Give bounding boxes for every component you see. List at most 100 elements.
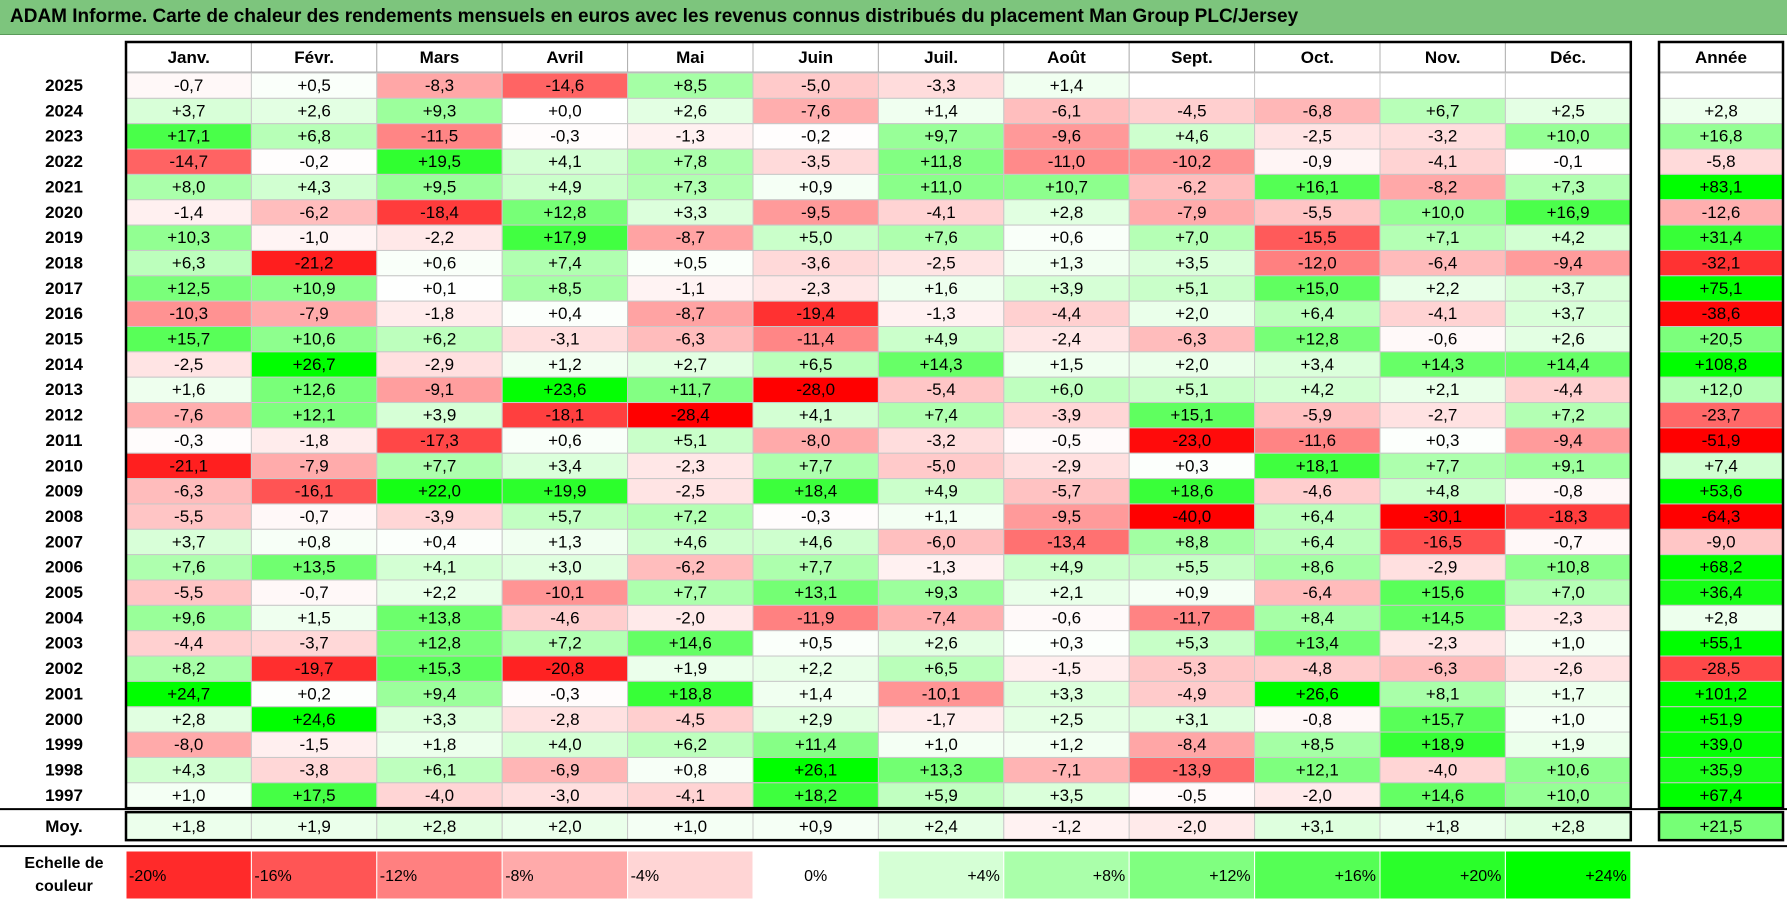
- year-row-label: 2008: [45, 507, 83, 526]
- heatmap-cell-value: +7,0: [1551, 583, 1585, 602]
- heatmap-cell: [877, 72, 1005, 99]
- heatmap-cell-value: +7,1: [1426, 228, 1460, 247]
- heatmap-cell: [1254, 554, 1381, 581]
- heatmap-cell: [250, 630, 378, 657]
- average-cell-value: +2,0: [548, 817, 582, 836]
- year-header-label: Année: [1695, 48, 1747, 67]
- heatmap-cell-value: -9,5: [801, 203, 830, 222]
- heatmap-cell-value: -2,5: [676, 482, 705, 501]
- heatmap-cell-value: +9,6: [172, 608, 206, 627]
- heatmap-cell-value: -7,9: [1177, 203, 1206, 222]
- heatmap-cell: [877, 731, 1005, 758]
- month-header-label: Mai: [676, 48, 704, 67]
- year-total-value: -12,6: [1702, 203, 1741, 222]
- heatmap-cell-value: +0,0: [548, 101, 582, 120]
- heatmap-cell-value: -11,7: [1173, 608, 1211, 627]
- heatmap-cell-value: +12,8: [543, 203, 586, 222]
- heatmap-cell-value: -0,7: [299, 583, 328, 602]
- heatmap-cell-value: -6,3: [676, 330, 705, 349]
- year-total-cell: [1658, 452, 1784, 480]
- heatmap-cell: [1379, 326, 1506, 353]
- heatmap-cell: [1504, 554, 1632, 581]
- heatmap-cell-value: +15,1: [1170, 406, 1213, 425]
- heatmap-cell: [1128, 173, 1256, 201]
- heatmap-cell-value: +19,9: [543, 482, 586, 501]
- year-total-value: -9,0: [1706, 532, 1735, 551]
- year-total-cell: [1658, 72, 1784, 99]
- heatmap-cell-value: +7,6: [172, 558, 206, 577]
- heatmap-cell: [627, 452, 754, 480]
- heatmap-cell-value: -21,1: [169, 456, 208, 475]
- year-row-label: 2023: [45, 127, 83, 146]
- heatmap-cell-value: +0,4: [548, 304, 582, 323]
- heatmap-cell-value: -7,1: [1052, 760, 1081, 779]
- heatmap-cell: [877, 554, 1005, 581]
- average-cell-value: -1,2: [1052, 817, 1081, 836]
- heatmap-cell: [250, 756, 378, 784]
- heatmap-cell-value: -0,9: [1303, 152, 1332, 171]
- heatmap-cell-value: -9,4: [1553, 431, 1582, 450]
- heatmap-cell: [1254, 376, 1381, 404]
- heatmap-cell-value: +2,0: [1175, 304, 1209, 323]
- heatmap-cell-value: -5,0: [801, 76, 830, 95]
- heatmap-cell: [877, 528, 1005, 556]
- heatmap-cell-value: -7,6: [174, 406, 203, 425]
- heatmap-cell: [1128, 72, 1256, 99]
- heatmap-cell: [1254, 224, 1381, 251]
- year-total-cell: [1658, 275, 1784, 302]
- heatmap-cell-value: +23,6: [543, 380, 586, 399]
- month-header-cell: [877, 41, 1005, 73]
- heatmap-cell-value: +1,0: [1551, 634, 1585, 653]
- heatmap-cell-value: +0,4: [423, 532, 457, 551]
- heatmap-cell: [125, 275, 252, 302]
- heatmap-cell-value: +4,8: [1426, 482, 1460, 501]
- heatmap-cell-value: -19,4: [796, 304, 835, 323]
- heatmap-cell-value: +0,3: [1050, 634, 1084, 653]
- scale-swatch-label: +16%: [1335, 868, 1376, 885]
- title-bar: ADAM Informe. Carte de chaleur des rende…: [0, 0, 1787, 35]
- heatmap-cell-value: -17,3: [420, 431, 459, 450]
- heatmap-cell-value: +13,3: [920, 760, 963, 779]
- heatmap-cell-value: -0,5: [1177, 786, 1206, 805]
- heatmap-cell: [627, 148, 754, 175]
- heatmap-cell-value: -5,5: [174, 583, 203, 602]
- average-cell-value: +2,8: [1551, 817, 1585, 836]
- heatmap-cell-value: -0,8: [1303, 710, 1332, 729]
- average-cell-value: +2,4: [924, 817, 958, 836]
- heatmap-cell-value: +0,5: [674, 253, 708, 272]
- heatmap-cell: [752, 376, 879, 404]
- heatmap-cell: [501, 72, 629, 99]
- heatmap-cell-value: +16,9: [1547, 203, 1590, 222]
- heatmap-cell-value: -2,3: [1553, 608, 1582, 627]
- heatmap-cell-value: -40,0: [1173, 507, 1212, 526]
- year-total-cell: [1658, 630, 1784, 657]
- heatmap-cell: [501, 655, 629, 682]
- scale-swatch: [250, 850, 378, 900]
- heatmap-cell: [752, 680, 879, 708]
- month-header-cell: [1128, 41, 1256, 73]
- heatmap-cell: [877, 706, 1005, 733]
- year-total-cell: [1658, 249, 1784, 277]
- heatmap-cell-value: +7,3: [674, 177, 708, 196]
- heatmap-cell: [877, 452, 1005, 480]
- heatmap-cell-value: +11,8: [920, 152, 962, 171]
- year-total-cell: [1658, 173, 1784, 201]
- year-row-label: 2012: [45, 406, 83, 425]
- heatmap-cell-value: +3,0: [548, 558, 582, 577]
- heatmap-cell-value: -2,9: [425, 355, 454, 374]
- heatmap-cell-value: -4,6: [550, 608, 579, 627]
- heatmap-cell-value: +1,3: [1050, 253, 1084, 272]
- year-total-cell: [1658, 528, 1784, 556]
- heatmap-cell-value: +1,4: [799, 684, 833, 703]
- average-cell: [501, 811, 629, 841]
- heatmap-cell: [1003, 528, 1130, 556]
- heatmap-cell-value: -0,5: [1052, 431, 1081, 450]
- year-total-cell: [1658, 604, 1784, 632]
- heatmap-cell-value: -4,5: [1177, 101, 1206, 120]
- year-total-value: +2,8: [1704, 101, 1738, 120]
- heatmap-cell-value: -11,6: [1299, 431, 1337, 450]
- heatmap-cell-value: -2,5: [1303, 127, 1332, 146]
- heatmap-cell-value: +7,2: [1551, 406, 1585, 425]
- heatmap-cell-value: -8,0: [174, 735, 203, 754]
- heatmap-cell: [501, 123, 629, 150]
